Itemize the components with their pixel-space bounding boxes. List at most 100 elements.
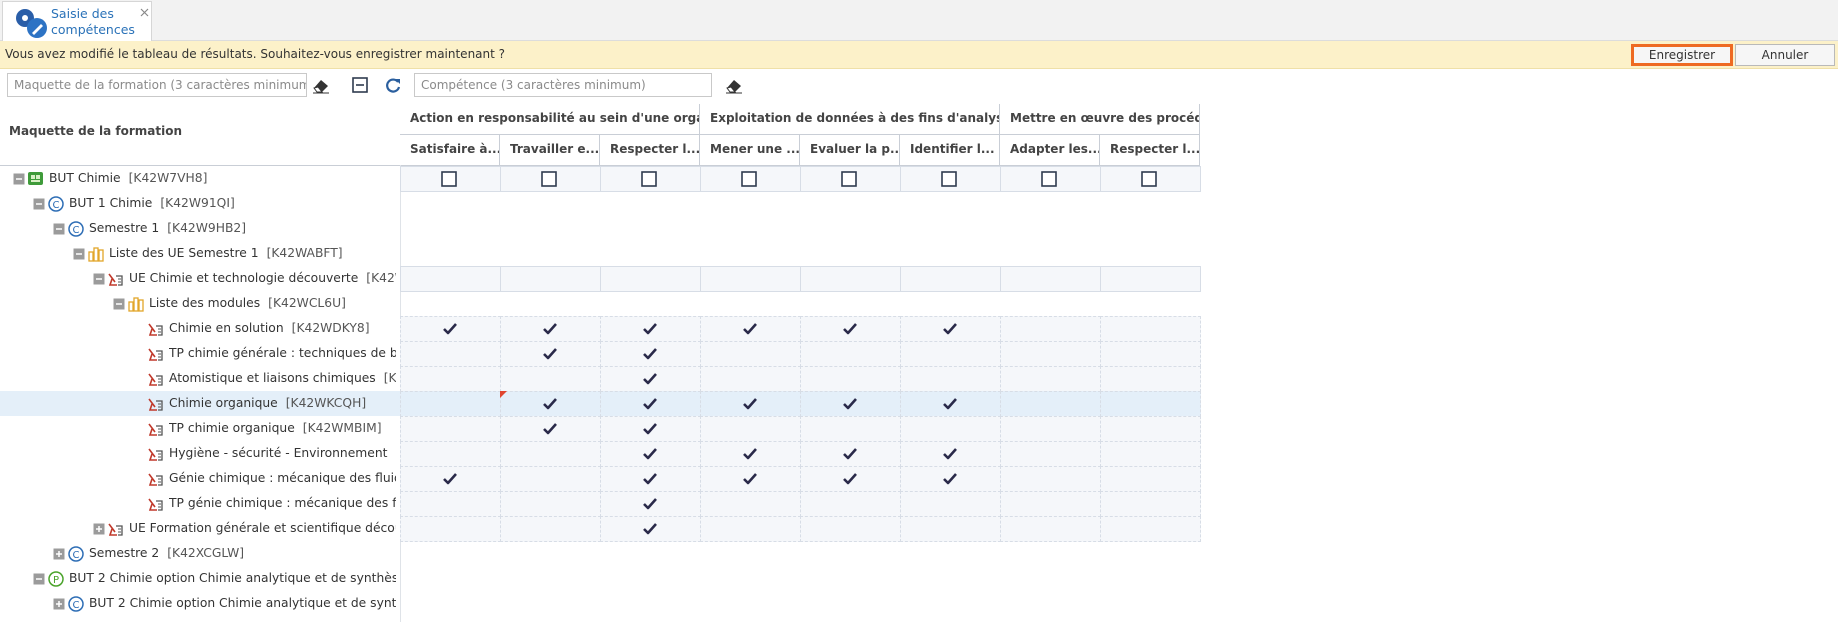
checkbox[interactable] xyxy=(441,171,457,187)
grid-cell[interactable] xyxy=(1100,266,1201,292)
checkbox[interactable] xyxy=(541,171,557,187)
tree-toggle[interactable] xyxy=(33,198,45,210)
grid-cell[interactable] xyxy=(400,341,501,367)
grid-cell[interactable] xyxy=(1000,441,1101,467)
checkbox[interactable] xyxy=(841,171,857,187)
grid-cell[interactable] xyxy=(900,416,1001,442)
row-text[interactable]: Liste des UE Semestre 1 [K42WABFT] xyxy=(109,241,343,266)
grid-cell[interactable] xyxy=(700,266,801,292)
row-text[interactable]: UE Formation générale et scientifique dé… xyxy=(129,516,396,541)
grid-cell[interactable] xyxy=(1000,516,1101,542)
grid-cell[interactable] xyxy=(1000,391,1101,417)
grid-cell[interactable] xyxy=(600,266,701,292)
grid-cell[interactable] xyxy=(700,516,801,542)
tree-toggle[interactable] xyxy=(53,548,65,560)
grid-cell[interactable] xyxy=(500,441,601,467)
cancel-button[interactable]: Annuler xyxy=(1735,44,1835,66)
grid-cell[interactable] xyxy=(500,516,601,542)
row-text[interactable]: TP génie chimique : mécanique des flu... xyxy=(169,491,396,516)
row-text[interactable]: BUT Chimie [K42W7VH8] xyxy=(49,166,207,191)
grid-cell[interactable] xyxy=(700,416,801,442)
column-header[interactable]: Adapter les... xyxy=(1000,135,1100,165)
clear-competence[interactable] xyxy=(724,76,744,94)
grid-cell[interactable] xyxy=(800,491,901,517)
row-text[interactable]: BUT 2 Chimie option Chimie analytique et… xyxy=(89,591,396,616)
tab-close[interactable] xyxy=(140,8,149,17)
grid-cell[interactable] xyxy=(400,441,501,467)
grid-cell[interactable] xyxy=(500,466,601,492)
grid-cell[interactable] xyxy=(400,491,501,517)
grid-cell[interactable] xyxy=(1000,366,1101,392)
row-text[interactable]: UE Chimie et technologie découverte [K42W… xyxy=(129,266,396,291)
grid-cell[interactable] xyxy=(1100,341,1201,367)
grid-cell[interactable] xyxy=(800,366,901,392)
grid-cell[interactable] xyxy=(1000,341,1101,367)
grid-cell[interactable] xyxy=(1000,266,1101,292)
grid-cell[interactable] xyxy=(1100,491,1201,517)
grid-cell[interactable] xyxy=(700,491,801,517)
grid-cell[interactable] xyxy=(1100,391,1201,417)
row-text[interactable]: Atomistique et liaisons chimiques [K4... xyxy=(169,366,396,391)
tree-toggle[interactable] xyxy=(113,298,125,310)
grid-cell[interactable] xyxy=(1000,166,1101,192)
grid-cell[interactable] xyxy=(1100,366,1201,392)
grid-cell[interactable] xyxy=(900,366,1001,392)
grid-cell[interactable] xyxy=(900,341,1001,367)
grid-cell[interactable] xyxy=(900,516,1001,542)
grid-cell[interactable] xyxy=(800,516,901,542)
column-header[interactable]: Respecter l... xyxy=(1100,135,1200,165)
grid-cell[interactable] xyxy=(500,266,601,292)
column-header[interactable]: Identifier l... xyxy=(900,135,1000,165)
column-header[interactable]: Travailler e... xyxy=(500,135,600,165)
tree-toggle[interactable] xyxy=(33,573,45,585)
grid-cell[interactable] xyxy=(700,366,801,392)
grid-cell[interactable] xyxy=(1100,416,1201,442)
grid-cell[interactable] xyxy=(500,366,601,392)
tree-toggle[interactable] xyxy=(93,273,105,285)
column-header[interactable]: Respecter l... xyxy=(600,135,700,165)
formation-search[interactable]: Maquette de la formation (3 caractères m… xyxy=(7,73,307,97)
row-text[interactable]: Chimie organique [K42WKCQH] xyxy=(169,391,366,416)
grid-cell[interactable] xyxy=(700,341,801,367)
grid-cell[interactable] xyxy=(1100,516,1201,542)
grid-cell[interactable] xyxy=(800,416,901,442)
tree-toggle[interactable] xyxy=(73,248,85,260)
grid-cell[interactable] xyxy=(1100,441,1201,467)
checkbox[interactable] xyxy=(1141,171,1157,187)
grid-cell[interactable] xyxy=(400,266,501,292)
row-text[interactable]: TP chimie générale : techniques de ba... xyxy=(169,341,396,366)
checkbox[interactable] xyxy=(941,171,957,187)
collapse-all[interactable] xyxy=(352,77,369,94)
tab[interactable]: Saisie des compétences xyxy=(2,1,152,42)
competence-search[interactable]: Compétence (3 caractères minimum) xyxy=(414,73,712,97)
grid-cell[interactable] xyxy=(1000,466,1101,492)
save-button[interactable]: Enregistrer xyxy=(1631,44,1733,66)
row-text[interactable]: BUT 2 Chimie option Chimie analytique et… xyxy=(69,566,396,591)
row-text[interactable]: TP chimie organique [K42WMBIM] xyxy=(169,416,382,441)
grid-cell[interactable] xyxy=(800,341,901,367)
refresh[interactable] xyxy=(384,76,402,94)
checkbox[interactable] xyxy=(741,171,757,187)
grid-cell[interactable] xyxy=(1000,416,1101,442)
grid-cell[interactable] xyxy=(900,491,1001,517)
grid-cell[interactable] xyxy=(1100,466,1201,492)
column-header[interactable]: Mener une ... xyxy=(700,135,800,165)
grid-cell[interactable] xyxy=(1100,316,1201,342)
row-text[interactable]: Liste des modules [K42WCL6U] xyxy=(149,291,346,316)
row-text[interactable]: Génie chimique : mécanique des fluid... xyxy=(169,466,396,491)
row-text[interactable]: Semestre 2 [K42XCGLW] xyxy=(89,541,244,566)
row-text[interactable]: Chimie en solution [K42WDKY8] xyxy=(169,316,370,341)
grid-cell[interactable] xyxy=(900,266,1001,292)
row-text[interactable]: Semestre 1 [K42W9HB2] xyxy=(89,216,246,241)
tree-toggle[interactable] xyxy=(13,173,25,185)
checkbox[interactable] xyxy=(641,171,657,187)
tree-toggle[interactable] xyxy=(53,598,65,610)
row-text[interactable]: BUT 1 Chimie [K42W91QI] xyxy=(69,191,235,216)
tree-toggle[interactable] xyxy=(93,523,105,535)
grid-cell[interactable] xyxy=(1000,491,1101,517)
grid-cell[interactable] xyxy=(1000,316,1101,342)
column-header[interactable]: Evaluer la p... xyxy=(800,135,900,165)
row-text[interactable]: Hygiène - sécurité - Environnement [K... xyxy=(169,441,396,466)
grid-cell[interactable] xyxy=(800,266,901,292)
grid-cell[interactable] xyxy=(400,391,501,417)
